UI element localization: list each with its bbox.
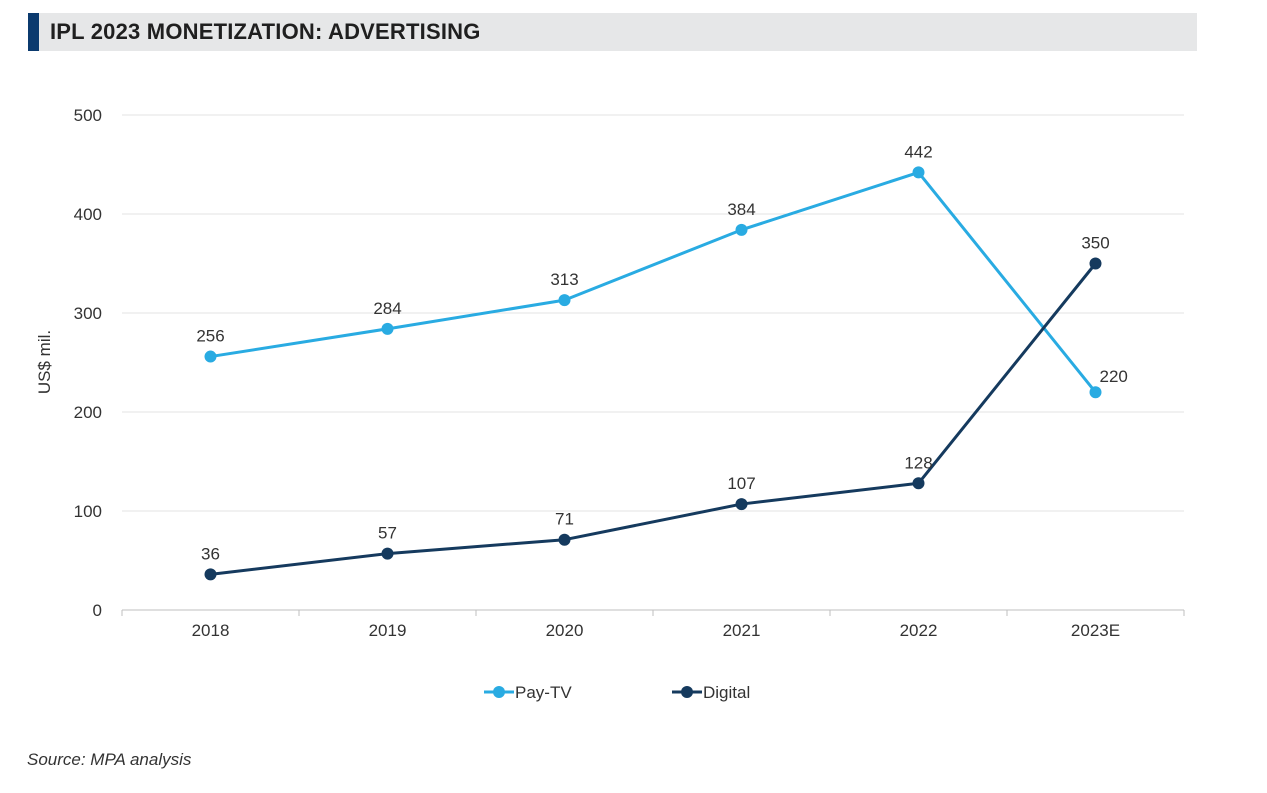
data-point <box>736 224 748 236</box>
x-tick-label: 2023E <box>1071 621 1120 640</box>
y-tick-label: 100 <box>74 502 102 521</box>
y-tick-label: 0 <box>93 601 102 620</box>
data-label: 442 <box>904 142 932 161</box>
line-chart: US$ mil. 0 100 200 300 400 500 2018 2019 2020 202… <box>0 0 1267 793</box>
data-point <box>205 568 217 580</box>
series-line-digital <box>211 264 1096 575</box>
y-tick-label: 500 <box>74 106 102 125</box>
data-point <box>205 351 217 363</box>
data-label: 350 <box>1081 234 1109 253</box>
legend-label: Pay-TV <box>515 683 572 702</box>
data-point <box>913 166 925 178</box>
data-point <box>913 477 925 489</box>
y-axis-label: US$ mil. <box>35 330 54 394</box>
y-tick-label: 300 <box>74 304 102 323</box>
legend-swatch-marker <box>681 686 693 698</box>
legend-label: Digital <box>703 683 750 702</box>
legend-swatch-marker <box>493 686 505 698</box>
data-point <box>382 548 394 560</box>
data-point <box>382 323 394 335</box>
data-label: 384 <box>727 200 755 219</box>
source-note: Source: MPA analysis <box>27 750 191 770</box>
x-tick-label: 2019 <box>369 621 407 640</box>
series-line-pay-tv <box>211 172 1096 392</box>
data-label: 57 <box>378 524 397 543</box>
x-tick-label: 2021 <box>723 621 761 640</box>
data-label: 220 <box>1100 367 1128 386</box>
y-tick-label: 400 <box>74 205 102 224</box>
data-label: 71 <box>555 510 574 529</box>
data-point <box>1090 386 1102 398</box>
data-point <box>559 294 571 306</box>
x-tick-label: 2022 <box>900 621 938 640</box>
data-label: 107 <box>727 474 755 493</box>
y-tick-label: 200 <box>74 403 102 422</box>
data-label: 313 <box>550 270 578 289</box>
x-tick-label: 2018 <box>192 621 230 640</box>
x-tick-label: 2020 <box>546 621 584 640</box>
data-point <box>559 534 571 546</box>
data-point <box>1090 258 1102 270</box>
data-point <box>736 498 748 510</box>
data-label: 128 <box>904 453 932 472</box>
data-label: 284 <box>373 299 401 318</box>
data-label: 36 <box>201 544 220 563</box>
data-label: 256 <box>196 327 224 346</box>
